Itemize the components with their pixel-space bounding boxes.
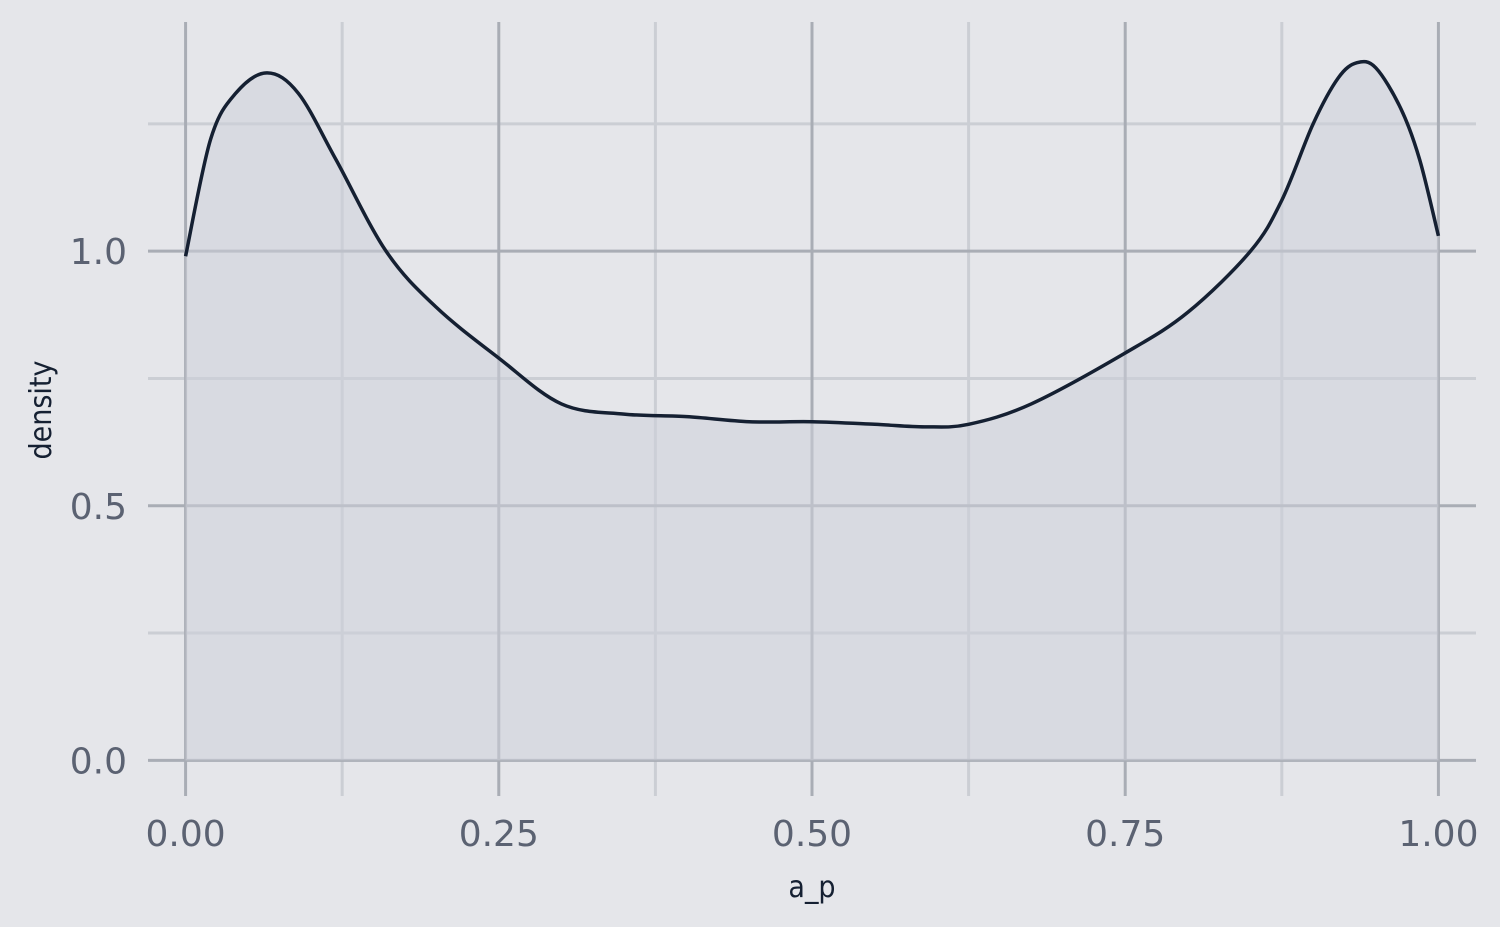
density-area bbox=[185, 61, 1439, 761]
x-tick-label: 0.75 bbox=[1085, 814, 1165, 855]
x-axis-ticks: 0.00 0.25 0.50 0.75 1.00 bbox=[146, 814, 1479, 855]
x-tick-label: 0.50 bbox=[772, 814, 852, 855]
x-tick-label: 1.00 bbox=[1398, 814, 1478, 855]
density-marks bbox=[183, 59, 1441, 761]
y-axis-title: density bbox=[24, 360, 59, 459]
x-axis-title: a_p bbox=[788, 870, 835, 905]
x-tick-label: 0.00 bbox=[146, 814, 226, 855]
y-tick-label: 1.0 bbox=[70, 232, 127, 273]
y-tick-label: 0.0 bbox=[70, 741, 127, 782]
density-curve bbox=[183, 59, 1441, 429]
y-tick-label: 0.5 bbox=[70, 487, 127, 528]
y-axis-ticks: 0.0 0.5 1.0 bbox=[70, 232, 127, 782]
x-tick-label: 0.25 bbox=[459, 814, 539, 855]
